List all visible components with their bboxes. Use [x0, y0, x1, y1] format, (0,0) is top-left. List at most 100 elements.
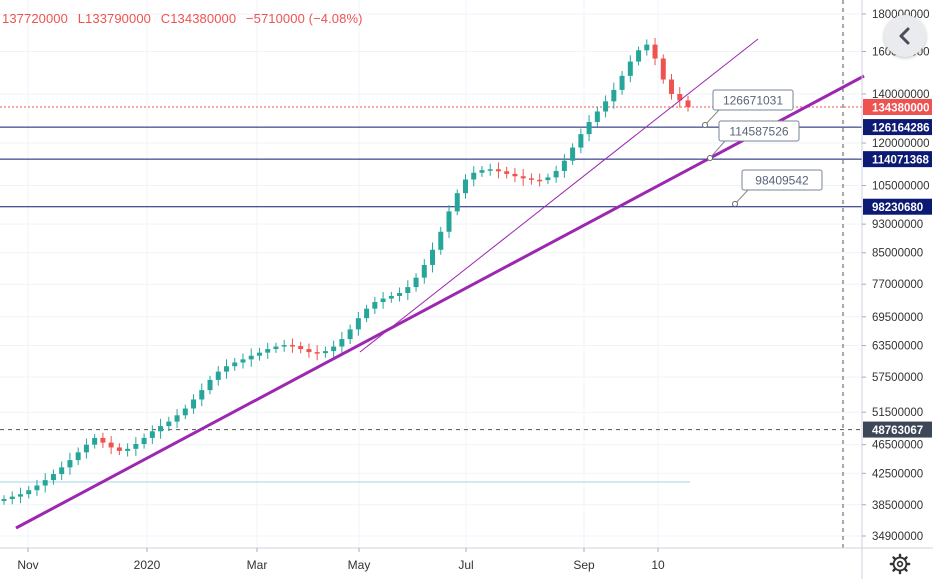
candle-body	[125, 448, 131, 451]
y-tick-label: 120000000	[872, 138, 930, 150]
candle-body	[364, 308, 370, 319]
candle	[92, 434, 98, 449]
candle	[75, 447, 81, 466]
y-tick-label: 46500000	[872, 440, 923, 452]
x-tick-label: 2020	[134, 558, 161, 572]
candle	[454, 189, 460, 216]
candle-body	[636, 50, 642, 62]
candle-body	[50, 474, 56, 481]
level-callout[interactable]: 126671031	[702, 89, 794, 128]
candle	[34, 479, 40, 496]
candle	[298, 341, 304, 354]
candle	[347, 324, 353, 345]
candle-body	[141, 437, 147, 445]
candle	[388, 291, 394, 303]
candle	[331, 340, 337, 358]
candle	[438, 226, 444, 255]
crosshair-price-badge: 48763067	[863, 421, 932, 438]
gear-icon[interactable]	[889, 553, 911, 575]
candle-body	[34, 485, 40, 491]
candle	[520, 168, 526, 186]
candle	[479, 165, 485, 177]
badge-label: 114071368	[872, 155, 930, 167]
candle-body	[1, 499, 7, 501]
candle-body	[471, 172, 477, 180]
candle	[240, 353, 246, 369]
candle-body	[495, 169, 501, 172]
callout-label: 114587526	[729, 125, 789, 139]
candle-body	[215, 371, 221, 380]
y-tick-label: 93000000	[872, 219, 923, 231]
level-callout[interactable]: 98409542	[732, 169, 823, 207]
candle-body	[232, 362, 238, 367]
candle-body	[462, 179, 468, 194]
candle-body	[166, 421, 172, 427]
candle-body	[438, 231, 444, 250]
ohlc-close: C134380000	[160, 11, 237, 26]
candle	[561, 154, 567, 178]
candle-body	[388, 295, 394, 299]
chart-grid	[0, 0, 862, 548]
y-tick-label: 34900000	[872, 531, 923, 543]
candle	[578, 128, 584, 154]
candle	[603, 95, 609, 118]
candle	[660, 54, 666, 84]
price-badges: 134380000 126164286 114071368 98230680 48763…	[863, 99, 932, 438]
level-callouts[interactable]: 126671031 114587526 98409542	[702, 89, 823, 207]
candle	[281, 339, 287, 352]
badge-label: 98230680	[872, 202, 923, 214]
x-tick-label: Nov	[17, 558, 38, 572]
candle-body	[207, 379, 213, 391]
candle-body	[355, 318, 361, 330]
badge-background	[863, 421, 932, 438]
candle-body	[372, 302, 378, 309]
candle-body	[528, 178, 534, 180]
candle	[611, 82, 617, 109]
trendlines[interactable]	[15, 38, 865, 530]
candle-body	[322, 351, 328, 354]
candle-body	[578, 134, 584, 148]
candle	[50, 469, 56, 485]
candle	[17, 487, 23, 504]
callout-pointer	[704, 109, 720, 126]
y-tick-label: 42500000	[872, 468, 923, 480]
y-tick-label: 105000000	[872, 181, 930, 193]
candle-body	[67, 460, 73, 468]
candle	[339, 331, 345, 354]
candle	[9, 491, 15, 505]
callout-anchor	[707, 155, 713, 161]
candle	[528, 173, 534, 185]
candle-body	[199, 390, 205, 400]
candle-body	[191, 399, 197, 409]
candle	[83, 438, 89, 459]
candle	[199, 383, 205, 407]
y-tick-label: 69500000	[872, 312, 923, 324]
level-callout[interactable]: 114587526	[707, 120, 800, 161]
trendline-thin	[359, 38, 759, 353]
candle-body	[116, 447, 122, 451]
candle-body	[347, 329, 353, 340]
callout-label: 98409542	[755, 174, 809, 188]
candle	[355, 311, 361, 336]
candle	[397, 287, 403, 302]
candle-body	[240, 359, 246, 363]
candle-body	[487, 169, 493, 171]
candle-body	[397, 293, 403, 296]
scroll-back-button[interactable]	[884, 15, 926, 57]
x-tick-label: Jul	[458, 558, 473, 572]
candle	[174, 409, 180, 428]
candle	[116, 443, 122, 456]
badge-background	[863, 198, 932, 215]
candle-body	[669, 79, 675, 94]
candle	[430, 242, 436, 273]
candle	[59, 461, 65, 481]
last-price-badge: 134380000	[863, 99, 932, 116]
candle	[627, 55, 633, 83]
candle-body	[331, 346, 337, 352]
candle-body	[256, 352, 262, 356]
level-badge: 126164286	[863, 119, 932, 136]
candle-body	[248, 355, 254, 360]
candle-body	[26, 490, 32, 495]
